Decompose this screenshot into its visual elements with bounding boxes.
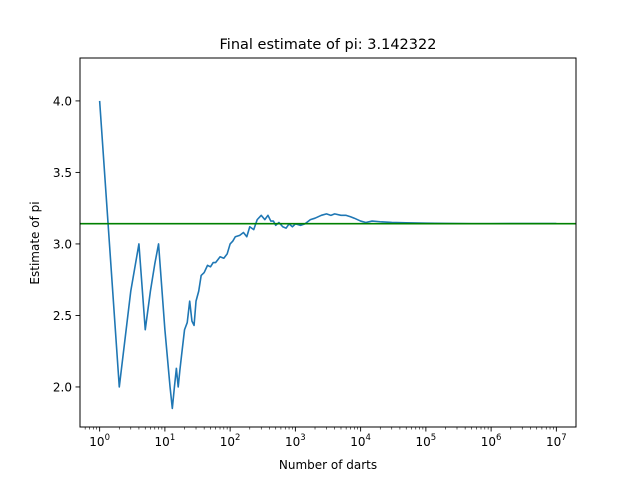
x-tick-label: 107 [546,433,567,449]
x-tick-label: 106 [481,433,502,449]
y-tick-label: 3.0 [53,237,72,251]
chart-title: Final estimate of pi: 3.142322 [220,37,437,53]
x-tick-label: 105 [416,433,437,449]
x-axis-label: Number of darts [279,458,377,472]
y-tick-label: 3.5 [53,166,72,180]
y-tick-label: 2.0 [53,380,72,394]
plot-frame [79,57,577,428]
x-tick-label: 102 [220,433,241,449]
x-tick-label: 104 [350,433,371,449]
plot-area [80,100,576,410]
y-axis-label: Estimate of pi [28,201,42,284]
series-line-estimate [98,100,557,410]
x-tick-label: 101 [155,433,176,449]
y-tick-label: 2.5 [53,309,72,323]
x-tick-label: 103 [285,433,306,449]
x-tick-label: 100 [89,433,110,449]
axes: 100 101 102 103 104 105 106 107 2.0 2.5 3.0 3.5 4.0 [53,94,567,449]
y-tick-label: 4.0 [53,94,72,108]
